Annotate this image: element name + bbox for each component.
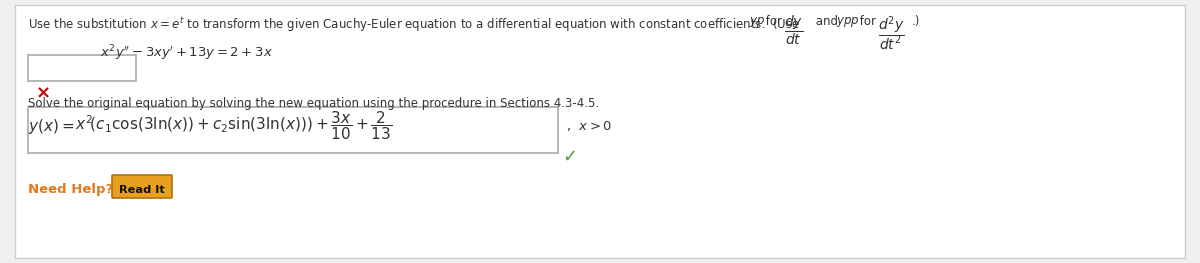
FancyBboxPatch shape [112, 175, 172, 198]
Text: $\checkmark$: $\checkmark$ [562, 147, 576, 165]
Text: for: for [762, 15, 786, 28]
Text: Read It: Read It [119, 185, 164, 195]
Text: $\dfrac{d^2y}{dt^2}$: $\dfrac{d^2y}{dt^2}$ [878, 14, 905, 53]
Text: $\mathit{yp}$: $\mathit{yp}$ [749, 15, 766, 29]
Text: $x^2\!\left(c_1\cos(3\ln(x))+c_2\sin(3\ln(x))\right)+\dfrac{3x}{10}+\dfrac{2}{13: $x^2\!\left(c_1\cos(3\ln(x))+c_2\sin(3\l… [74, 110, 392, 142]
Text: Need Help?: Need Help? [28, 183, 113, 196]
Text: for: for [856, 15, 880, 28]
Text: $y(x) = $: $y(x) = $ [28, 117, 74, 135]
Text: Solve the original equation by solving the new equation using the procedure in S: Solve the original equation by solving t… [28, 97, 599, 110]
FancyBboxPatch shape [28, 107, 558, 153]
FancyBboxPatch shape [28, 55, 136, 81]
FancyBboxPatch shape [14, 5, 1186, 258]
Text: ,  $x > 0$: , $x > 0$ [566, 119, 612, 133]
Text: $\mathit{ypp}$: $\mathit{ypp}$ [836, 15, 859, 29]
Text: $\mathbf{\times}$: $\mathbf{\times}$ [35, 84, 50, 102]
Text: .): .) [912, 15, 920, 28]
Text: $x^2y'' - 3xy' + 13y = 2 + 3x$: $x^2y'' - 3xy' + 13y = 2 + 3x$ [100, 43, 272, 63]
Text: $\dfrac{dy}{dt}$: $\dfrac{dy}{dt}$ [784, 14, 803, 47]
Text: Use the substitution $x = e^t$ to transform the given Cauchy-Euler equation to a: Use the substitution $x = e^t$ to transf… [28, 15, 800, 34]
Text: and: and [812, 15, 841, 28]
